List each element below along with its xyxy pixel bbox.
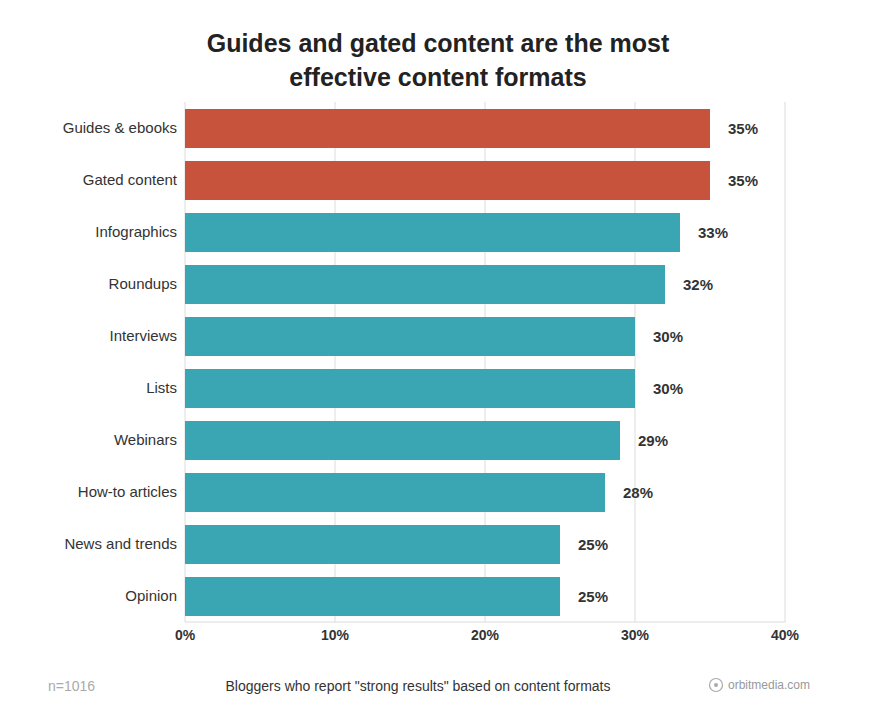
svg-text:35%: 35% — [728, 172, 758, 189]
svg-text:Gated content: Gated content — [83, 171, 178, 188]
svg-text:29%: 29% — [638, 432, 668, 449]
svg-text:Webinars: Webinars — [114, 431, 177, 448]
svg-text:Lists: Lists — [146, 379, 177, 396]
svg-text:30%: 30% — [653, 380, 683, 397]
svg-text:Roundups: Roundups — [109, 275, 177, 292]
html-text:n=1016: n=1016 — [48, 678, 96, 694]
svg-text:10%: 10% — [321, 627, 350, 643]
svg-text:How-to articles: How-to articles — [78, 483, 177, 500]
svg-text:30%: 30% — [653, 328, 683, 345]
svg-text:33%: 33% — [698, 224, 728, 241]
svg-text:Interviews: Interviews — [109, 327, 177, 344]
svg-text:20%: 20% — [471, 627, 500, 643]
svg-text:35%: 35% — [728, 120, 758, 137]
svg-text:25%: 25% — [578, 536, 608, 553]
svg-text:30%: 30% — [621, 627, 650, 643]
svg-text:Opinion: Opinion — [125, 587, 177, 604]
svg-text:25%: 25% — [578, 588, 608, 605]
html-text:orbitmedia.com: orbitmedia.com — [728, 678, 810, 692]
svg-text:40%: 40% — [771, 627, 800, 643]
svg-text:News and trends: News and trends — [64, 535, 177, 552]
svg-text:Infographics: Infographics — [95, 223, 177, 240]
svg-text:Guides & ebooks: Guides & ebooks — [63, 119, 177, 136]
svg-text:32%: 32% — [683, 276, 713, 293]
svg-text:0%: 0% — [175, 627, 196, 643]
html-text:Guides and gated content are t: Guides and gated content are the most ef… — [206, 29, 670, 91]
svg-text:28%: 28% — [623, 484, 653, 501]
html-text:Bloggers who report "strong re: Bloggers who report "strong results" bas… — [225, 678, 611, 694]
